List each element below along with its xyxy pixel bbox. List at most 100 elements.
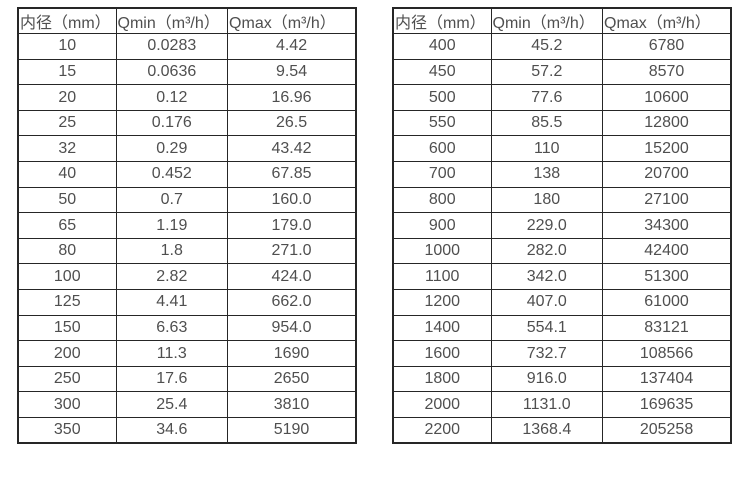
table-header-row: 内径（mm） Qmin（m³/h） Qmax（m³/h）: [17, 7, 357, 35]
table-cell: 5190: [227, 417, 357, 444]
table-cell: 350: [17, 417, 117, 444]
table-cell: 200: [17, 340, 117, 367]
table-cell: 229.0: [490, 212, 604, 239]
table-header-row: 内径（mm） Qmin（m³/h） Qmax（m³/h）: [392, 7, 732, 35]
table-cell: 27100: [602, 186, 732, 214]
table-cell: 77.6: [490, 84, 604, 111]
table-cell: 138: [490, 161, 604, 188]
table-cell: 15200: [602, 135, 732, 163]
table-cell: 43.42: [227, 135, 357, 163]
table-row: 250 17.6 2650: [17, 365, 357, 393]
table-cell: 400: [392, 33, 492, 60]
table-cell: 11.3: [115, 340, 229, 367]
table-cell: 1.19: [115, 212, 229, 239]
table-cell: 300: [17, 391, 117, 418]
table-row: 900 229.0 34300: [392, 212, 732, 239]
table-cell: 180: [490, 186, 604, 214]
table-cell: 1690: [227, 340, 357, 367]
table-cell: 169635: [602, 391, 732, 418]
table-cell: 1368.4: [490, 417, 604, 444]
table-cell: 34300: [602, 212, 732, 239]
table-cell: 9.54: [227, 58, 357, 86]
table-cell: 282.0: [490, 237, 604, 265]
col-header-qmax: Qmax（m³/h）: [602, 7, 732, 35]
table-cell: 2000: [392, 391, 492, 418]
table-cell: 800: [392, 186, 492, 214]
table-cell: 137404: [602, 365, 732, 393]
table-cell: 80: [17, 237, 117, 265]
table-row: 2000 1131.0 169635: [392, 391, 732, 418]
table-cell: 32: [17, 135, 117, 163]
col-header-qmax: Qmax（m³/h）: [227, 7, 357, 35]
table-cell: 0.0636: [115, 58, 229, 86]
table-cell: 4.41: [115, 289, 229, 316]
table-cell: 1100: [392, 263, 492, 291]
table-cell: 6.63: [115, 314, 229, 342]
table-row: 50 0.7 160.0: [17, 186, 357, 214]
table-cell: 1800: [392, 365, 492, 393]
table-cell: 662.0: [227, 289, 357, 316]
col-header-qmin: Qmin（m³/h）: [490, 7, 604, 35]
table-cell: 179.0: [227, 212, 357, 239]
table-row: 550 85.5 12800: [392, 109, 732, 137]
table-row: 25 0.176 26.5: [17, 109, 357, 137]
table-cell: 4.42: [227, 33, 357, 60]
table-cell: 15: [17, 58, 117, 86]
table-row: 1800 916.0 137404: [392, 365, 732, 393]
table-row: 600 110 15200: [392, 135, 732, 163]
table-cell: 160.0: [227, 186, 357, 214]
table-row: 20 0.12 16.96: [17, 84, 357, 111]
table-cell: 25.4: [115, 391, 229, 418]
table-row: 200 11.3 1690: [17, 340, 357, 367]
table-cell: 550: [392, 109, 492, 137]
table-cell: 100: [17, 263, 117, 291]
table-cell: 1000: [392, 237, 492, 265]
table-cell: 1131.0: [490, 391, 604, 418]
table-cell: 1400: [392, 314, 492, 342]
table-cell: 16.96: [227, 84, 357, 111]
col-header-qmin: Qmin（m³/h）: [115, 7, 229, 35]
table-cell: 424.0: [227, 263, 357, 291]
table-cell: 554.1: [490, 314, 604, 342]
table-cell: 0.29: [115, 135, 229, 163]
table-cell: 954.0: [227, 314, 357, 342]
table-cell: 108566: [602, 340, 732, 367]
table-cell: 25: [17, 109, 117, 137]
table-cell: 407.0: [490, 289, 604, 316]
table-row: 300 25.4 3810: [17, 391, 357, 418]
table-cell: 271.0: [227, 237, 357, 265]
table-cell: 0.176: [115, 109, 229, 137]
table-row: 800 180 27100: [392, 186, 732, 214]
table-cell: 17.6: [115, 365, 229, 393]
col-header-diameter: 内径（mm）: [392, 7, 492, 35]
table-cell: 12800: [602, 109, 732, 137]
table-row: 700 138 20700: [392, 161, 732, 188]
table-cell: 732.7: [490, 340, 604, 367]
table-row: 350 34.6 5190: [17, 417, 357, 444]
table-cell: 85.5: [490, 109, 604, 137]
table-cell: 0.12: [115, 84, 229, 111]
col-header-diameter: 内径（mm）: [17, 7, 117, 35]
table-cell: 250: [17, 365, 117, 393]
table-cell: 65: [17, 212, 117, 239]
flow-range-table-small-diameters: 内径（mm） Qmin（m³/h） Qmax（m³/h） 10 0.0283 4.4…: [17, 7, 357, 445]
table-cell: 2650: [227, 365, 357, 393]
table-row: 1400 554.1 83121: [392, 314, 732, 342]
table-cell: 67.85: [227, 161, 357, 188]
table-cell: 110: [490, 135, 604, 163]
table-cell: 0.452: [115, 161, 229, 188]
table-body: 400 45.2 6780 450 57.2 8570 500 77.6 10600 550 85.…: [392, 33, 732, 444]
table-cell: 40: [17, 161, 117, 188]
table-row: 400 45.2 6780: [392, 33, 732, 60]
table-row: 500 77.6 10600: [392, 84, 732, 111]
table-row: 2200 1368.4 205258: [392, 417, 732, 444]
table-cell: 342.0: [490, 263, 604, 291]
table-cell: 42400: [602, 237, 732, 265]
table-row: 1100 342.0 51300: [392, 263, 732, 291]
table-row: 100 2.82 424.0: [17, 263, 357, 291]
table-cell: 10600: [602, 84, 732, 111]
flow-range-table-large-diameters: 内径（mm） Qmin（m³/h） Qmax（m³/h） 400 45.2 6780…: [392, 7, 732, 445]
table-row: 1200 407.0 61000: [392, 289, 732, 316]
table-cell: 2.82: [115, 263, 229, 291]
table-cell: 6780: [602, 33, 732, 60]
